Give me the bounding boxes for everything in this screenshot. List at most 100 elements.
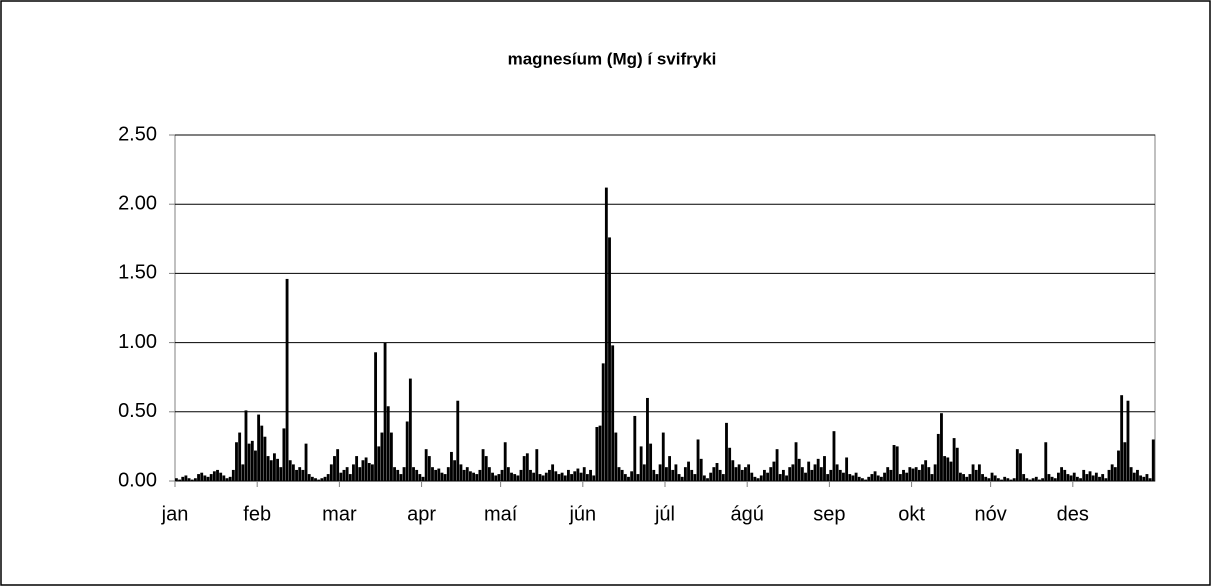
bar [706, 478, 709, 481]
bar [781, 469, 785, 481]
bar [797, 458, 801, 481]
bar [187, 478, 191, 481]
bar [604, 187, 608, 482]
bar [1132, 472, 1136, 481]
bar [238, 432, 242, 481]
bar [693, 474, 697, 481]
bar [336, 449, 340, 481]
bar [326, 474, 330, 481]
bar [775, 449, 779, 481]
x-tick-label: jan [161, 503, 189, 525]
bar [627, 476, 630, 481]
bar [687, 461, 690, 481]
bar [585, 474, 589, 481]
bar [440, 472, 444, 481]
bar [715, 463, 719, 481]
bar [1120, 395, 1124, 481]
bar [358, 467, 362, 481]
bar [794, 442, 798, 481]
bar [1079, 478, 1082, 481]
bar [310, 476, 314, 481]
bar [873, 471, 877, 481]
bar [993, 475, 997, 481]
bar [469, 471, 472, 481]
bar [668, 456, 672, 481]
bar [478, 469, 482, 481]
bar [563, 475, 567, 481]
bar [740, 469, 744, 481]
bar [421, 476, 425, 481]
bar [307, 474, 311, 481]
bar [418, 474, 422, 481]
bar [968, 474, 972, 481]
bar [879, 476, 883, 481]
chart-title: magnesíum (Mg) í svifryki [508, 49, 717, 68]
bar [902, 469, 905, 481]
y-tick-label: 0.00 [118, 469, 157, 491]
bar [503, 442, 507, 481]
bar [1069, 475, 1073, 481]
bar [260, 425, 264, 481]
bar [551, 464, 555, 481]
bar [446, 467, 450, 481]
bar [702, 475, 706, 481]
bar [285, 278, 289, 481]
bar [541, 475, 545, 481]
bar [810, 469, 814, 481]
bar [769, 467, 773, 481]
bar [1082, 469, 1086, 481]
bar [763, 469, 766, 481]
bar [898, 474, 902, 481]
bar [1123, 442, 1127, 481]
bar [402, 467, 406, 481]
bar [1053, 478, 1057, 481]
bar [1142, 476, 1146, 481]
y-tick-label: 0.50 [118, 400, 157, 422]
bar [829, 469, 833, 481]
bar [807, 461, 811, 481]
bar [630, 471, 634, 481]
bar [857, 476, 861, 481]
bar [1057, 472, 1060, 481]
bar [298, 467, 302, 481]
bar [513, 474, 517, 481]
bar [1148, 478, 1152, 481]
bar [475, 474, 479, 481]
bar [506, 467, 510, 481]
bar [329, 464, 333, 481]
bar [389, 432, 393, 481]
bar [1044, 442, 1048, 481]
bar [977, 464, 981, 481]
bar [1025, 478, 1029, 481]
bar [965, 476, 969, 481]
bar [595, 427, 599, 481]
bar [744, 467, 747, 481]
bar [219, 472, 223, 481]
bar [462, 469, 466, 481]
bar [633, 415, 637, 481]
bar [791, 464, 795, 481]
bar [393, 467, 396, 481]
bar [870, 474, 874, 481]
bar [500, 469, 504, 481]
bar [522, 456, 526, 481]
bar [680, 476, 684, 481]
bar [383, 342, 387, 481]
bar [728, 447, 732, 481]
bar [658, 464, 662, 481]
bar [1006, 478, 1010, 481]
bar [1091, 475, 1095, 481]
bar [570, 474, 574, 481]
bar [465, 467, 469, 481]
bar [1126, 400, 1130, 481]
bar [431, 467, 434, 481]
bar [203, 475, 207, 481]
bar [608, 237, 611, 481]
bar [348, 474, 352, 481]
bar [250, 440, 254, 481]
bar [314, 478, 317, 481]
bar [450, 451, 453, 481]
bar [623, 474, 627, 481]
bar [548, 469, 551, 481]
bar [333, 456, 336, 481]
